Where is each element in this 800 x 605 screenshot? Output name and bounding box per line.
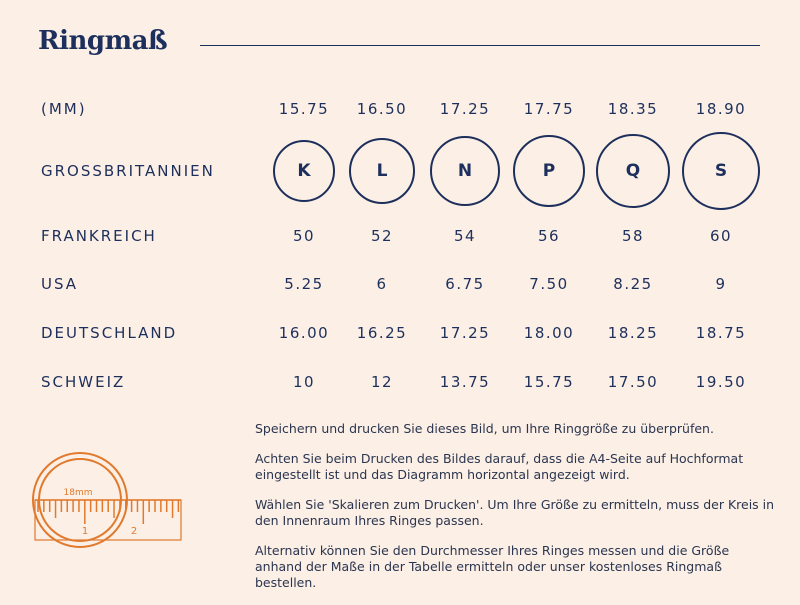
size-cell: 18.25	[607, 324, 659, 342]
ring-outer-icon	[32, 452, 128, 548]
size-cell: 7.50	[529, 275, 569, 293]
title-divider	[200, 45, 760, 46]
size-cell: 8.25	[613, 275, 653, 293]
size-cell: 18.35	[607, 100, 659, 118]
size-cell: 10	[292, 373, 316, 391]
uk-size-circle: Q	[596, 134, 670, 208]
size-cell: 6	[376, 275, 388, 293]
row-label: USA	[41, 275, 79, 293]
uk-size-circle: N	[430, 136, 500, 206]
size-cell: 18.90	[695, 100, 747, 118]
ring-inner-icon	[38, 458, 122, 542]
size-cell: 60	[709, 227, 733, 245]
ruler-ticks	[35, 499, 181, 524]
instruction-4: Alternativ können Sie den Durchmesser Ih…	[255, 543, 730, 590]
size-cell: 56	[537, 227, 561, 245]
size-cell: 16.25	[356, 324, 408, 342]
size-cell: 6.75	[445, 275, 485, 293]
size-cell: 15.75	[278, 100, 330, 118]
instruction-2: Achten Sie beim Drucken des Bildes darau…	[255, 451, 744, 482]
size-cell: 17.25	[439, 100, 491, 118]
uk-size-circle: P	[513, 135, 585, 207]
size-cell: 16.50	[356, 100, 408, 118]
size-cell: 15.75	[523, 373, 575, 391]
size-cell: 19.50	[695, 373, 747, 391]
size-cell: 58	[621, 227, 645, 245]
size-cell: 17.75	[523, 100, 575, 118]
row-label: DEUTSCHLAND	[41, 324, 178, 342]
uk-size-circle: K	[273, 140, 335, 202]
size-cell: 17.25	[439, 324, 491, 342]
size-cell: 18.00	[523, 324, 575, 342]
size-cell: 16.00	[278, 324, 330, 342]
ruler-tick-2: 2	[131, 526, 137, 537]
size-cell: 12	[370, 373, 394, 391]
ruler-tick-1: 1	[82, 526, 88, 537]
row-label: (MM)	[41, 100, 87, 118]
row-label: FRANKREICH	[41, 227, 157, 245]
size-cell: 17.50	[607, 373, 659, 391]
uk-size-circle: L	[349, 138, 415, 204]
instruction-1: Speichern und drucken Sie dieses Bild, u…	[255, 421, 714, 436]
size-cell: 13.75	[439, 373, 491, 391]
size-cell: 54	[453, 227, 477, 245]
size-cell: 50	[292, 227, 316, 245]
instructions: Speichern und drucken Sie dieses Bild, u…	[255, 421, 775, 605]
ruler-illustration: 18mm 1 2	[32, 452, 182, 548]
size-cell: 18.75	[695, 324, 747, 342]
size-cell: 52	[370, 227, 394, 245]
uk-size-circle: S	[682, 132, 760, 210]
ruler-mm-label: 18mm	[64, 488, 93, 498]
size-cell: 5.25	[284, 275, 324, 293]
ruler-body	[34, 499, 182, 541]
page-title: Ringmaß	[38, 26, 168, 56]
size-cell: 9	[715, 275, 727, 293]
row-label: GROSSBRITANNIEN	[41, 162, 215, 180]
instruction-3: Wählen Sie 'Skalieren zum Drucken'. Um I…	[255, 497, 775, 528]
row-label: SCHWEIZ	[41, 373, 126, 391]
